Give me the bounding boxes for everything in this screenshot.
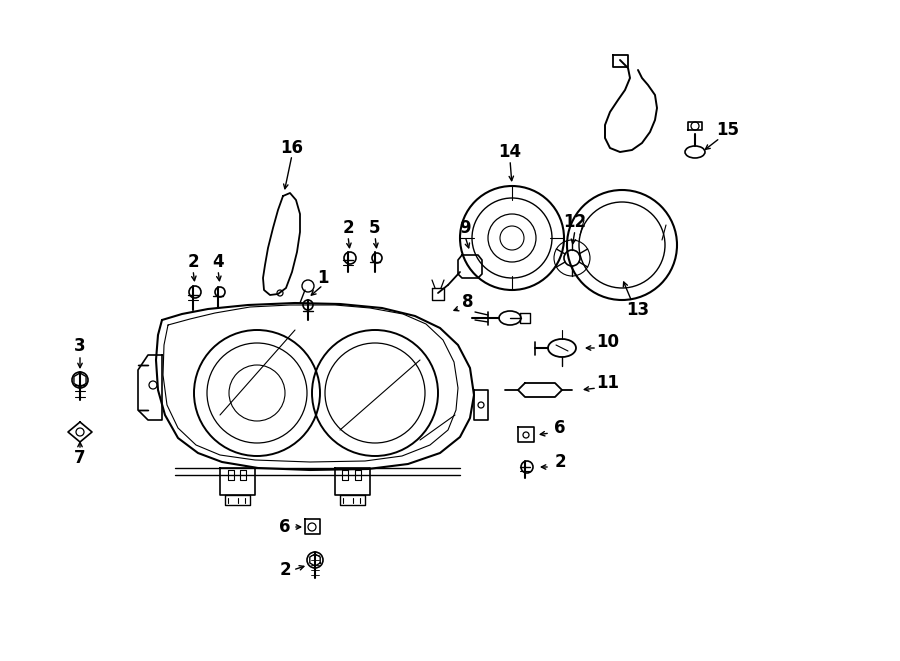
Text: 6: 6: [279, 518, 291, 536]
Text: 4: 4: [212, 253, 224, 271]
Text: 2: 2: [187, 253, 199, 271]
Text: 3: 3: [74, 337, 86, 355]
Text: 11: 11: [597, 374, 619, 392]
Text: 6: 6: [554, 419, 566, 437]
Text: 16: 16: [281, 139, 303, 157]
Text: 1: 1: [317, 269, 328, 287]
Text: 8: 8: [463, 293, 473, 311]
Text: 12: 12: [563, 213, 587, 231]
Text: 10: 10: [597, 333, 619, 351]
Text: 7: 7: [74, 449, 86, 467]
Text: 2: 2: [554, 453, 566, 471]
Text: 5: 5: [369, 219, 381, 237]
Text: 2: 2: [342, 219, 354, 237]
Text: 9: 9: [459, 219, 471, 237]
Text: 2: 2: [279, 561, 291, 579]
Text: 14: 14: [499, 143, 522, 161]
Text: 15: 15: [716, 121, 740, 139]
Text: 13: 13: [626, 301, 650, 319]
